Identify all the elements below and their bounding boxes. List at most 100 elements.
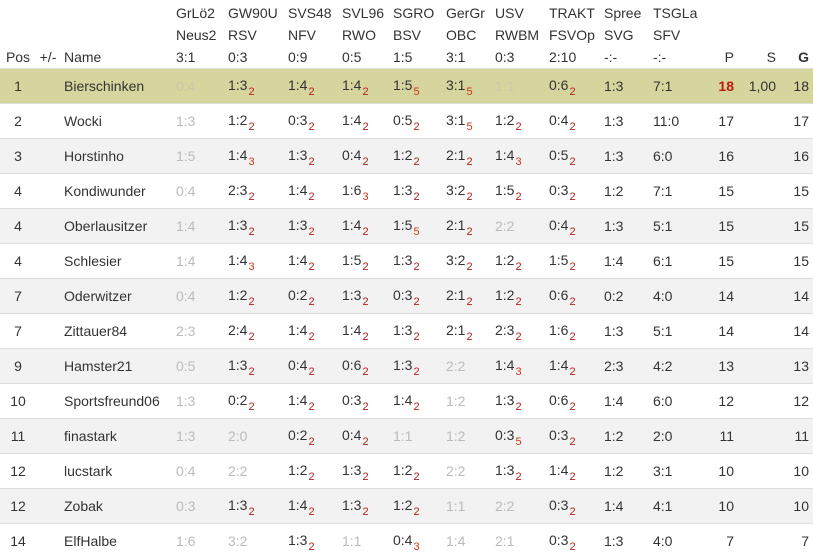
player-name[interactable]: Hamster21 [60, 349, 172, 384]
match-home-team[interactable]: TSGLa [649, 0, 700, 24]
match-home-team[interactable]: GrLö2 [172, 0, 224, 24]
tip-cell: 1:2 [600, 174, 649, 209]
tip-score: 6:0 [653, 148, 672, 164]
tip-score: 3:1 [446, 77, 465, 93]
header-g[interactable]: G [780, 46, 813, 69]
match-home-team[interactable]: SVL96 [338, 0, 389, 24]
tip-cell: 1:32 [224, 489, 284, 524]
tip-cell: 0:35 [491, 419, 545, 454]
row-points: 11 [700, 419, 738, 454]
tip-cell: 1:3 [600, 69, 649, 104]
tip-score: 1:4 [393, 392, 412, 408]
tip-score: 1:3 [228, 497, 247, 513]
player-name[interactable]: Horstinho [60, 139, 172, 174]
tip-cell: 1:2 [600, 454, 649, 489]
tip-points: 2 [515, 401, 521, 413]
player-name[interactable]: Wocki [60, 104, 172, 139]
tip-cell: 0:62 [545, 384, 600, 419]
tip-cell: 0:52 [545, 139, 600, 174]
row-change [36, 69, 60, 104]
tip-points: 2 [362, 226, 368, 238]
match-home-team[interactable]: Spree [600, 0, 649, 24]
player-name[interactable]: lucstark [60, 454, 172, 489]
match-away-team[interactable]: SVG [600, 24, 649, 46]
tip-points: 2 [362, 296, 368, 308]
match-home-team[interactable]: SVS48 [284, 0, 338, 24]
match-home-team[interactable]: USV [491, 0, 545, 24]
header-name[interactable]: Name [60, 46, 172, 69]
match-home-team[interactable]: GerGr [442, 0, 491, 24]
tip-cell: 0:32 [545, 174, 600, 209]
tip-points: 2 [466, 261, 472, 273]
tip-score: 1:2 [604, 183, 623, 199]
player-name[interactable]: Kondiwunder [60, 174, 172, 209]
match-away-team[interactable]: BSV [389, 24, 442, 46]
tip-score: 1:3 [393, 357, 412, 373]
tip-score: 2:2 [446, 358, 465, 374]
tip-points: 2 [466, 226, 472, 238]
player-name[interactable]: Zittauer84 [60, 314, 172, 349]
row-change [36, 314, 60, 349]
tip-score: 4:0 [653, 533, 672, 549]
tip-score: 1:4 [342, 77, 361, 93]
tip-score: 1:2 [604, 463, 623, 479]
match-away-team[interactable]: RWBM [491, 24, 545, 46]
match-away-team[interactable]: Neus2 [172, 24, 224, 46]
tip-points: 2 [413, 156, 419, 168]
row-points: 14 [700, 314, 738, 349]
match-away-team[interactable]: NFV [284, 24, 338, 46]
tip-cell: 1:32 [224, 69, 284, 104]
header-pos[interactable]: Pos [0, 46, 36, 69]
player-name[interactable]: Oberlausitzer [60, 209, 172, 244]
tip-score: 11:0 [653, 113, 679, 129]
tip-cell: 1:3 [600, 209, 649, 244]
tip-points: 2 [569, 226, 575, 238]
header-change[interactable]: +/- [36, 46, 60, 69]
match-result: 3:1 [172, 46, 224, 69]
match-away-team[interactable]: FSVOp [545, 24, 600, 46]
row-position: 4 [0, 174, 36, 209]
header-points[interactable]: P [700, 46, 738, 69]
tip-cell: 1:22 [491, 104, 545, 139]
header-s[interactable]: S [738, 46, 780, 69]
tip-score: 1:4 [342, 217, 361, 233]
player-name[interactable]: Sportsfreund06 [60, 384, 172, 419]
tip-score: 1:4 [288, 392, 307, 408]
tip-cell: 1:42 [545, 349, 600, 384]
tip-score: 1:4 [604, 253, 623, 269]
player-name[interactable]: Schlesier [60, 244, 172, 279]
tip-score: 2:1 [446, 147, 465, 163]
tip-cell: 0:4 [172, 174, 224, 209]
tip-points: 2 [308, 191, 314, 203]
tip-cell: 1:4 [600, 489, 649, 524]
tip-points: 2 [308, 506, 314, 518]
tip-cell: 2:2 [491, 489, 545, 524]
match-away-team[interactable]: SFV [649, 24, 700, 46]
tip-score: 2:3 [228, 182, 247, 198]
match-away-team[interactable]: RSV [224, 24, 284, 46]
row-points: 16 [700, 139, 738, 174]
tip-cell: 0:32 [545, 489, 600, 524]
tip-score: 1:3 [288, 532, 307, 548]
tip-points: 2 [362, 401, 368, 413]
tip-score: 6:1 [653, 253, 672, 269]
tip-cell: 0:62 [545, 279, 600, 314]
tip-cell: 1:32 [338, 279, 389, 314]
tip-cell: 1:43 [224, 244, 284, 279]
tip-score: 0:4 [342, 427, 361, 443]
match-away-team[interactable]: OBC [442, 24, 491, 46]
player-name[interactable]: finastark [60, 419, 172, 454]
match-home-team[interactable]: TRAKT [545, 0, 600, 24]
tip-cell: 1:22 [491, 244, 545, 279]
row-g: 14 [780, 314, 813, 349]
player-name[interactable]: Zobak [60, 489, 172, 524]
tip-score: 1:3 [342, 497, 361, 513]
match-home-team[interactable]: GW90U [224, 0, 284, 24]
row-position: 12 [0, 454, 36, 489]
match-away-team[interactable]: RWO [338, 24, 389, 46]
player-name[interactable]: Oderwitzer [60, 279, 172, 314]
match-home-team[interactable]: SGRO [389, 0, 442, 24]
player-name[interactable]: Bierschinken [60, 69, 172, 104]
